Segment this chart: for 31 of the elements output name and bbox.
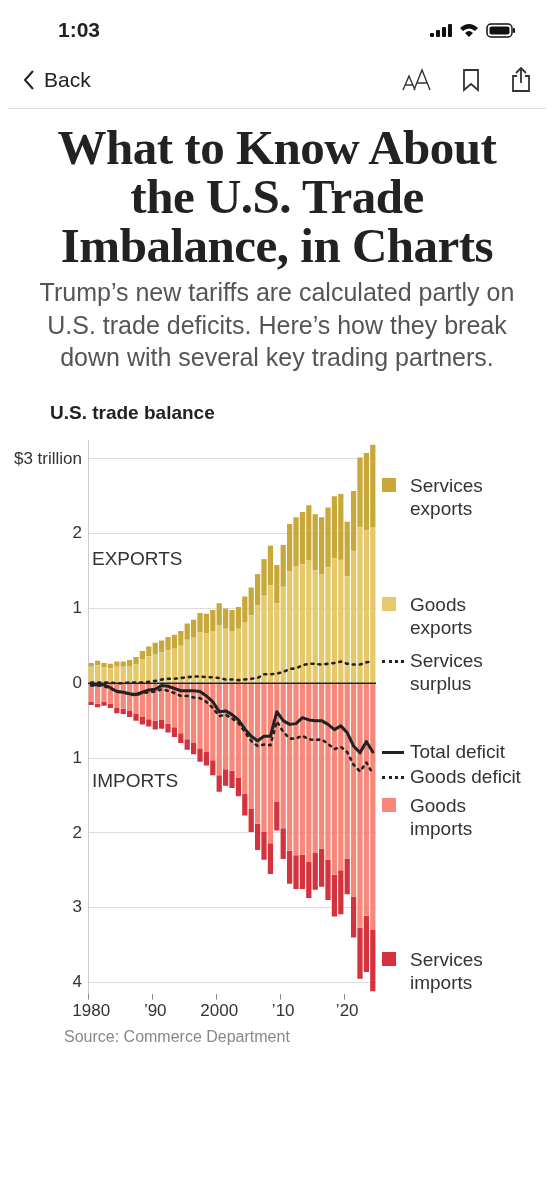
bar	[344, 858, 350, 894]
x-tick-label: 2000	[200, 1000, 239, 1020]
y-tick-label: 1	[72, 747, 83, 767]
annotation: IMPORTS	[92, 769, 179, 792]
legend-label: Goods imports	[410, 794, 474, 841]
x-tick-label: ’90	[143, 1000, 167, 1020]
y-tick-label: 4	[72, 971, 83, 991]
y-tick-label: 2	[72, 822, 83, 841]
y-tick-label: 2	[72, 522, 83, 542]
text: Back	[44, 68, 92, 92]
annotation: EXPORTS	[92, 547, 183, 570]
text: U.S. trade balance	[50, 401, 216, 424]
y-tick-label: 1	[72, 597, 83, 617]
y-tick-label: $3 trillion	[13, 448, 83, 468]
legend-label: Goods deficit	[410, 764, 522, 788]
bar	[274, 800, 280, 831]
source-note: Source: Commerce Department	[64, 1027, 291, 1046]
chart-title: What to Know About the U.S. Trade Imbalance, in Charts	[56, 120, 498, 273]
x-tick-label: ’10	[271, 1000, 295, 1020]
bar	[114, 707, 120, 713]
y-tick-label: 0	[72, 672, 83, 692]
x-tick-label: ’20	[335, 1000, 359, 1020]
legend-label: Total deficit	[410, 739, 507, 763]
legend-label: Services surplus	[410, 649, 484, 696]
legend-label: Services exports	[410, 473, 484, 520]
chart-subtitle: Trump’s new tariffs are calculated partly on U.S. trade deficits. Here’s how they break down with several key trading partners.	[38, 277, 516, 373]
text: 1:03	[58, 18, 101, 42]
x-tick-label: 1980	[72, 1000, 111, 1020]
y-tick-label: 3	[72, 896, 83, 916]
legend-label: Services imports	[410, 948, 484, 995]
legend-label: Goods exports	[410, 592, 474, 639]
